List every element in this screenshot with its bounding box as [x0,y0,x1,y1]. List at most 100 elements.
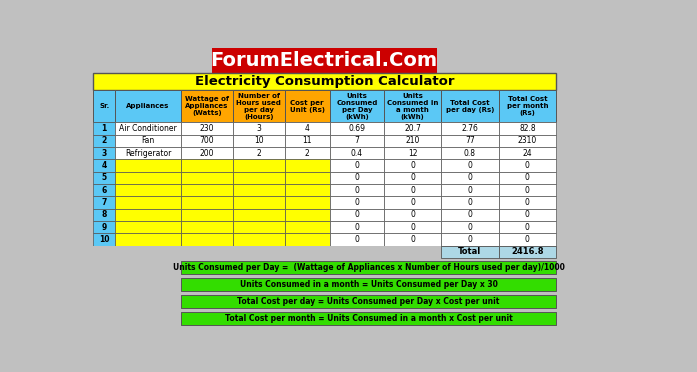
Text: 0: 0 [354,235,359,244]
Bar [93,221,115,233]
Text: 700: 700 [199,137,214,145]
Bar [181,295,556,308]
Bar [384,90,441,122]
Text: 0: 0 [411,186,415,195]
Text: 2.76: 2.76 [461,124,478,133]
Bar [441,122,498,135]
Bar [93,295,181,308]
Bar [285,221,330,233]
Bar [441,172,498,184]
Text: 210: 210 [406,137,420,145]
Bar [498,221,556,233]
Text: 10: 10 [254,137,263,145]
Text: 10: 10 [99,235,109,244]
Text: 0: 0 [411,198,415,207]
Text: ForumElectrical.Com: ForumElectrical.Com [210,51,438,70]
Text: 77: 77 [465,137,475,145]
Bar [285,159,330,172]
Text: 4: 4 [305,124,309,133]
Bar [181,159,233,172]
Text: 200: 200 [199,149,214,158]
Text: Total Cost
per month
(Rs): Total Cost per month (Rs) [507,96,548,116]
Bar [384,221,441,233]
Bar [330,159,384,172]
Text: 0: 0 [525,186,530,195]
Bar [93,233,115,246]
Bar [233,184,285,196]
Bar [498,135,556,147]
Text: 2416.8: 2416.8 [511,247,544,256]
Bar [93,261,181,274]
Text: 0: 0 [525,222,530,232]
Text: Electricity Consumption Calculator: Electricity Consumption Calculator [195,75,454,88]
Text: 1: 1 [102,124,107,133]
Bar [384,159,441,172]
Bar [498,209,556,221]
Bar [115,122,181,135]
Text: 230: 230 [199,124,214,133]
Bar [285,135,330,147]
Bar [115,184,181,196]
Text: Appliances: Appliances [126,103,169,109]
Text: 0: 0 [411,222,415,232]
Bar [93,209,115,221]
Bar [498,172,556,184]
Bar [384,184,441,196]
Bar [285,147,330,159]
Text: Units
Consumed in
a month
(kWh): Units Consumed in a month (kWh) [387,93,438,120]
Text: Fan: Fan [141,137,155,145]
Bar [233,209,285,221]
Text: 82.8: 82.8 [519,124,535,133]
Bar [181,278,556,291]
Bar [441,196,498,209]
Bar [233,221,285,233]
Bar [93,278,181,291]
Bar [285,122,330,135]
Bar [384,209,441,221]
Text: 0: 0 [468,222,473,232]
Bar [233,233,285,246]
Bar [384,122,441,135]
Text: Total Cost per month = Units Consumed in a month x Cost per unit: Total Cost per month = Units Consumed in… [224,314,512,323]
Bar [93,184,115,196]
Text: 0: 0 [468,235,473,244]
Text: 3: 3 [102,149,107,158]
Bar [441,135,498,147]
Text: 8: 8 [102,210,107,219]
Bar [233,135,285,147]
Bar [285,233,330,246]
Bar [498,196,556,209]
Text: 0: 0 [468,210,473,219]
Bar [441,221,498,233]
Bar [115,90,181,122]
Bar [330,221,384,233]
Bar [115,159,181,172]
Bar [181,209,233,221]
Text: 0: 0 [525,210,530,219]
Text: 0: 0 [411,161,415,170]
Text: 24: 24 [523,149,532,158]
Bar [441,159,498,172]
Text: 0.8: 0.8 [464,149,476,158]
Text: Air Conditioner: Air Conditioner [119,124,177,133]
Bar [115,221,181,233]
Bar [330,122,384,135]
Text: 6: 6 [102,186,107,195]
Text: 0: 0 [354,186,359,195]
Bar [498,147,556,159]
Bar [441,209,498,221]
Text: Total Cost per day = Units Consumed per Day x Cost per unit: Total Cost per day = Units Consumed per … [237,297,500,306]
Bar [330,209,384,221]
Bar [93,135,115,147]
Bar [181,147,233,159]
Bar [285,184,330,196]
Bar [181,122,233,135]
Text: 0: 0 [411,235,415,244]
Bar [330,172,384,184]
Bar [233,172,285,184]
Bar [441,184,498,196]
Text: 3: 3 [256,124,261,133]
Text: 0: 0 [468,198,473,207]
Text: 0: 0 [525,161,530,170]
Bar [384,196,441,209]
